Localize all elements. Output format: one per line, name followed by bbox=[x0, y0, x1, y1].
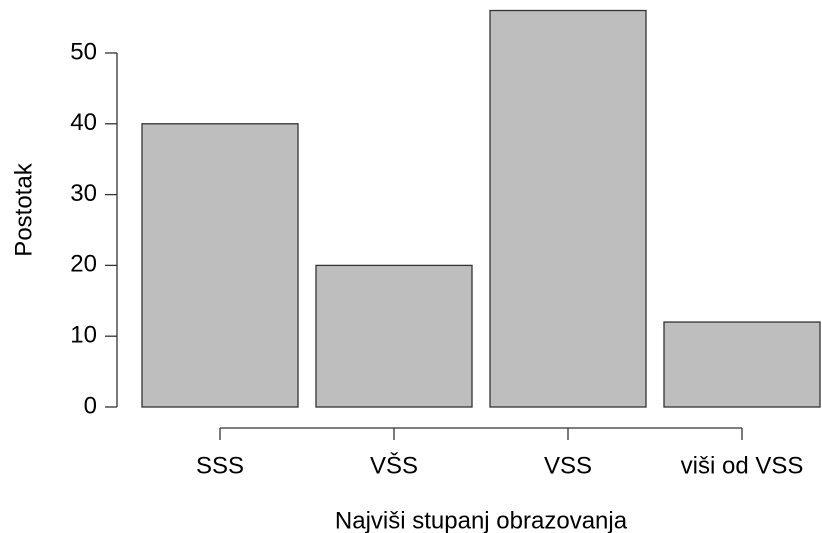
x-tick-label: viši od VSS bbox=[681, 452, 804, 479]
x-tick-label: VŠS bbox=[370, 451, 418, 479]
y-tick-label: 10 bbox=[70, 322, 97, 349]
x-tick-label: SSS bbox=[196, 452, 244, 479]
y-tick-label: 30 bbox=[70, 180, 97, 207]
bar bbox=[663, 321, 821, 408]
y-axis-label: Postotak bbox=[10, 162, 37, 256]
x-axis-label: Najviši stupanj obrazovanja bbox=[335, 507, 628, 533]
bar bbox=[489, 9, 647, 408]
bar bbox=[141, 123, 299, 408]
y-tick-label: 0 bbox=[84, 392, 97, 419]
x-tick-label: VSS bbox=[544, 452, 592, 479]
y-tick-label: 20 bbox=[70, 251, 97, 278]
bar bbox=[315, 264, 473, 408]
y-tick-label: 50 bbox=[70, 38, 97, 65]
y-tick-label: 40 bbox=[70, 109, 97, 136]
